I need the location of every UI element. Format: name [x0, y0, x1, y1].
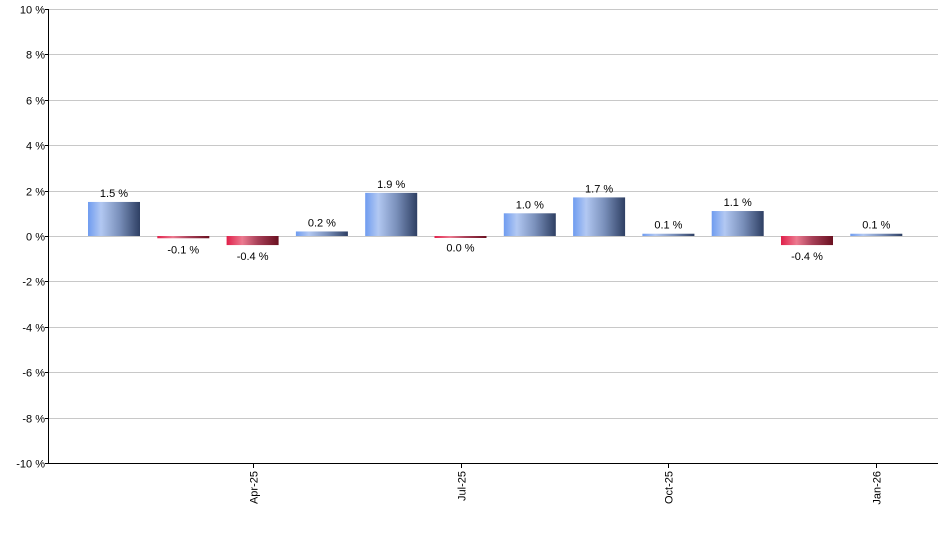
data-label: 1.9 % — [377, 179, 405, 191]
y-tick-label: -4 % — [22, 323, 45, 335]
bar — [226, 236, 279, 246]
y-tick-label: -8 % — [22, 414, 45, 426]
axes: 10 % 8 % 6 % 4 % 2 % 0 % -2 % -4 % -6 % -8 % -10 %… — [16, 5, 938, 505]
y-tick-label: -10 % — [16, 459, 45, 471]
x-tick-label: Apr-25 — [249, 471, 261, 504]
bar — [642, 233, 695, 236]
data-label: 1.0 % — [516, 199, 544, 211]
y-tick-label: 6 % — [26, 96, 45, 108]
data-label: 0.1 % — [654, 220, 682, 232]
data-label: 0.0 % — [446, 242, 474, 254]
data-labels: 1.5 % -0.1 % -0.4 % 0.2 % 1.9 % 0.0 % 1.0 % 1.7… — [100, 179, 891, 263]
data-label: 1.1 % — [724, 197, 752, 209]
y-tick-label: 2 % — [26, 187, 45, 199]
y-tick-label: 4 % — [26, 141, 45, 153]
bar — [781, 236, 833, 246]
bar — [157, 236, 210, 239]
x-tick-label: Jul-25 — [457, 471, 469, 501]
bar — [434, 236, 487, 238]
bar — [850, 233, 903, 236]
data-label: -0.1 % — [167, 244, 199, 256]
x-tick-label: Jan-26 — [872, 471, 884, 505]
bar — [88, 201, 140, 236]
data-label: 0.1 % — [862, 220, 890, 232]
bar — [573, 197, 626, 236]
y-tick-label: 10 % — [20, 5, 45, 17]
data-label: 0.2 % — [308, 217, 336, 229]
bar — [503, 213, 556, 236]
y-tick-label: -6 % — [22, 368, 45, 380]
x-tick-label: Oct-25 — [664, 471, 676, 504]
bars — [88, 192, 903, 246]
y-tick-label: 0 % — [26, 232, 45, 244]
data-label: 1.7 % — [585, 183, 613, 195]
data-label: 1.5 % — [100, 188, 128, 200]
y-tick-label: -2 % — [22, 277, 45, 289]
data-label: -0.4 % — [791, 251, 823, 263]
bar — [295, 231, 348, 236]
y-tick-label: 8 % — [26, 50, 45, 62]
bar — [711, 211, 764, 236]
bar — [365, 192, 418, 236]
data-label: -0.4 % — [237, 251, 269, 263]
